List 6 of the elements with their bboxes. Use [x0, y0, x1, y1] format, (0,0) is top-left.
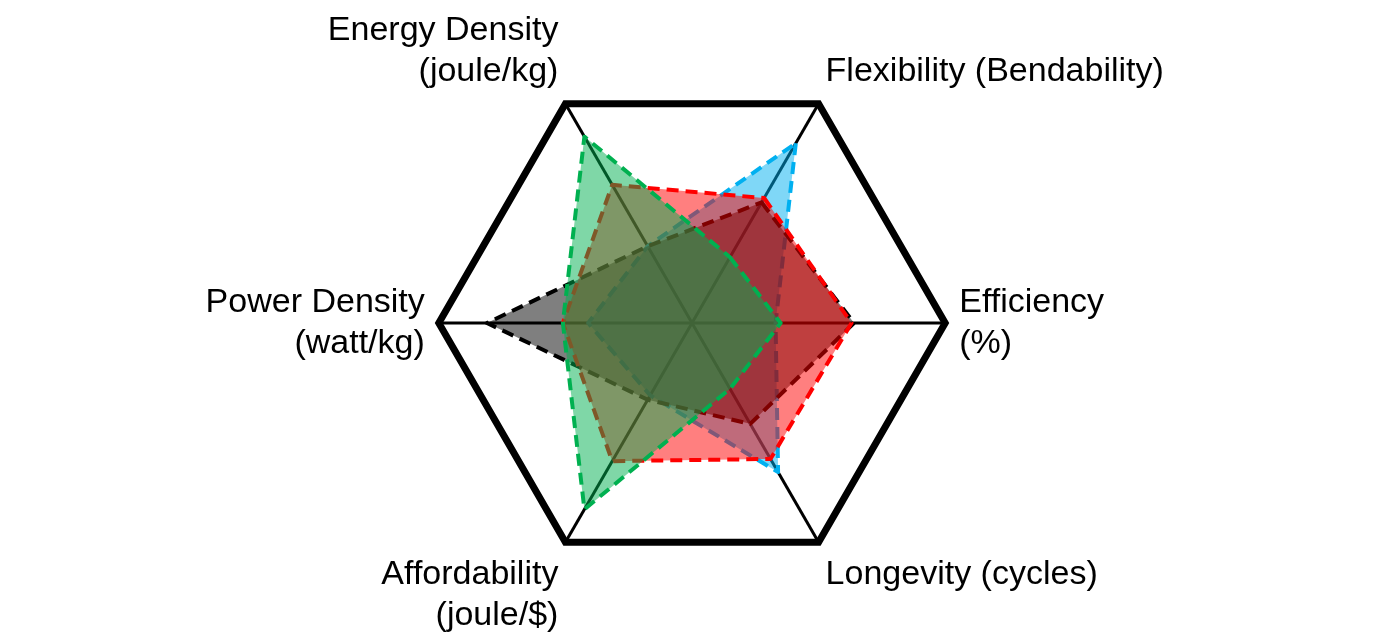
spoke-label: Flexibility (Bendability) [825, 49, 1164, 88]
spoke-label: Power Density (watt/kg) [205, 280, 425, 360]
spoke-label: Longevity (cycles) [825, 553, 1098, 592]
spoke-label: Energy Density (joule/kg) [327, 8, 559, 88]
spoke-label: Efficiency (%) [959, 280, 1105, 360]
spoke-label: Affordability (joule/$) [381, 553, 559, 632]
